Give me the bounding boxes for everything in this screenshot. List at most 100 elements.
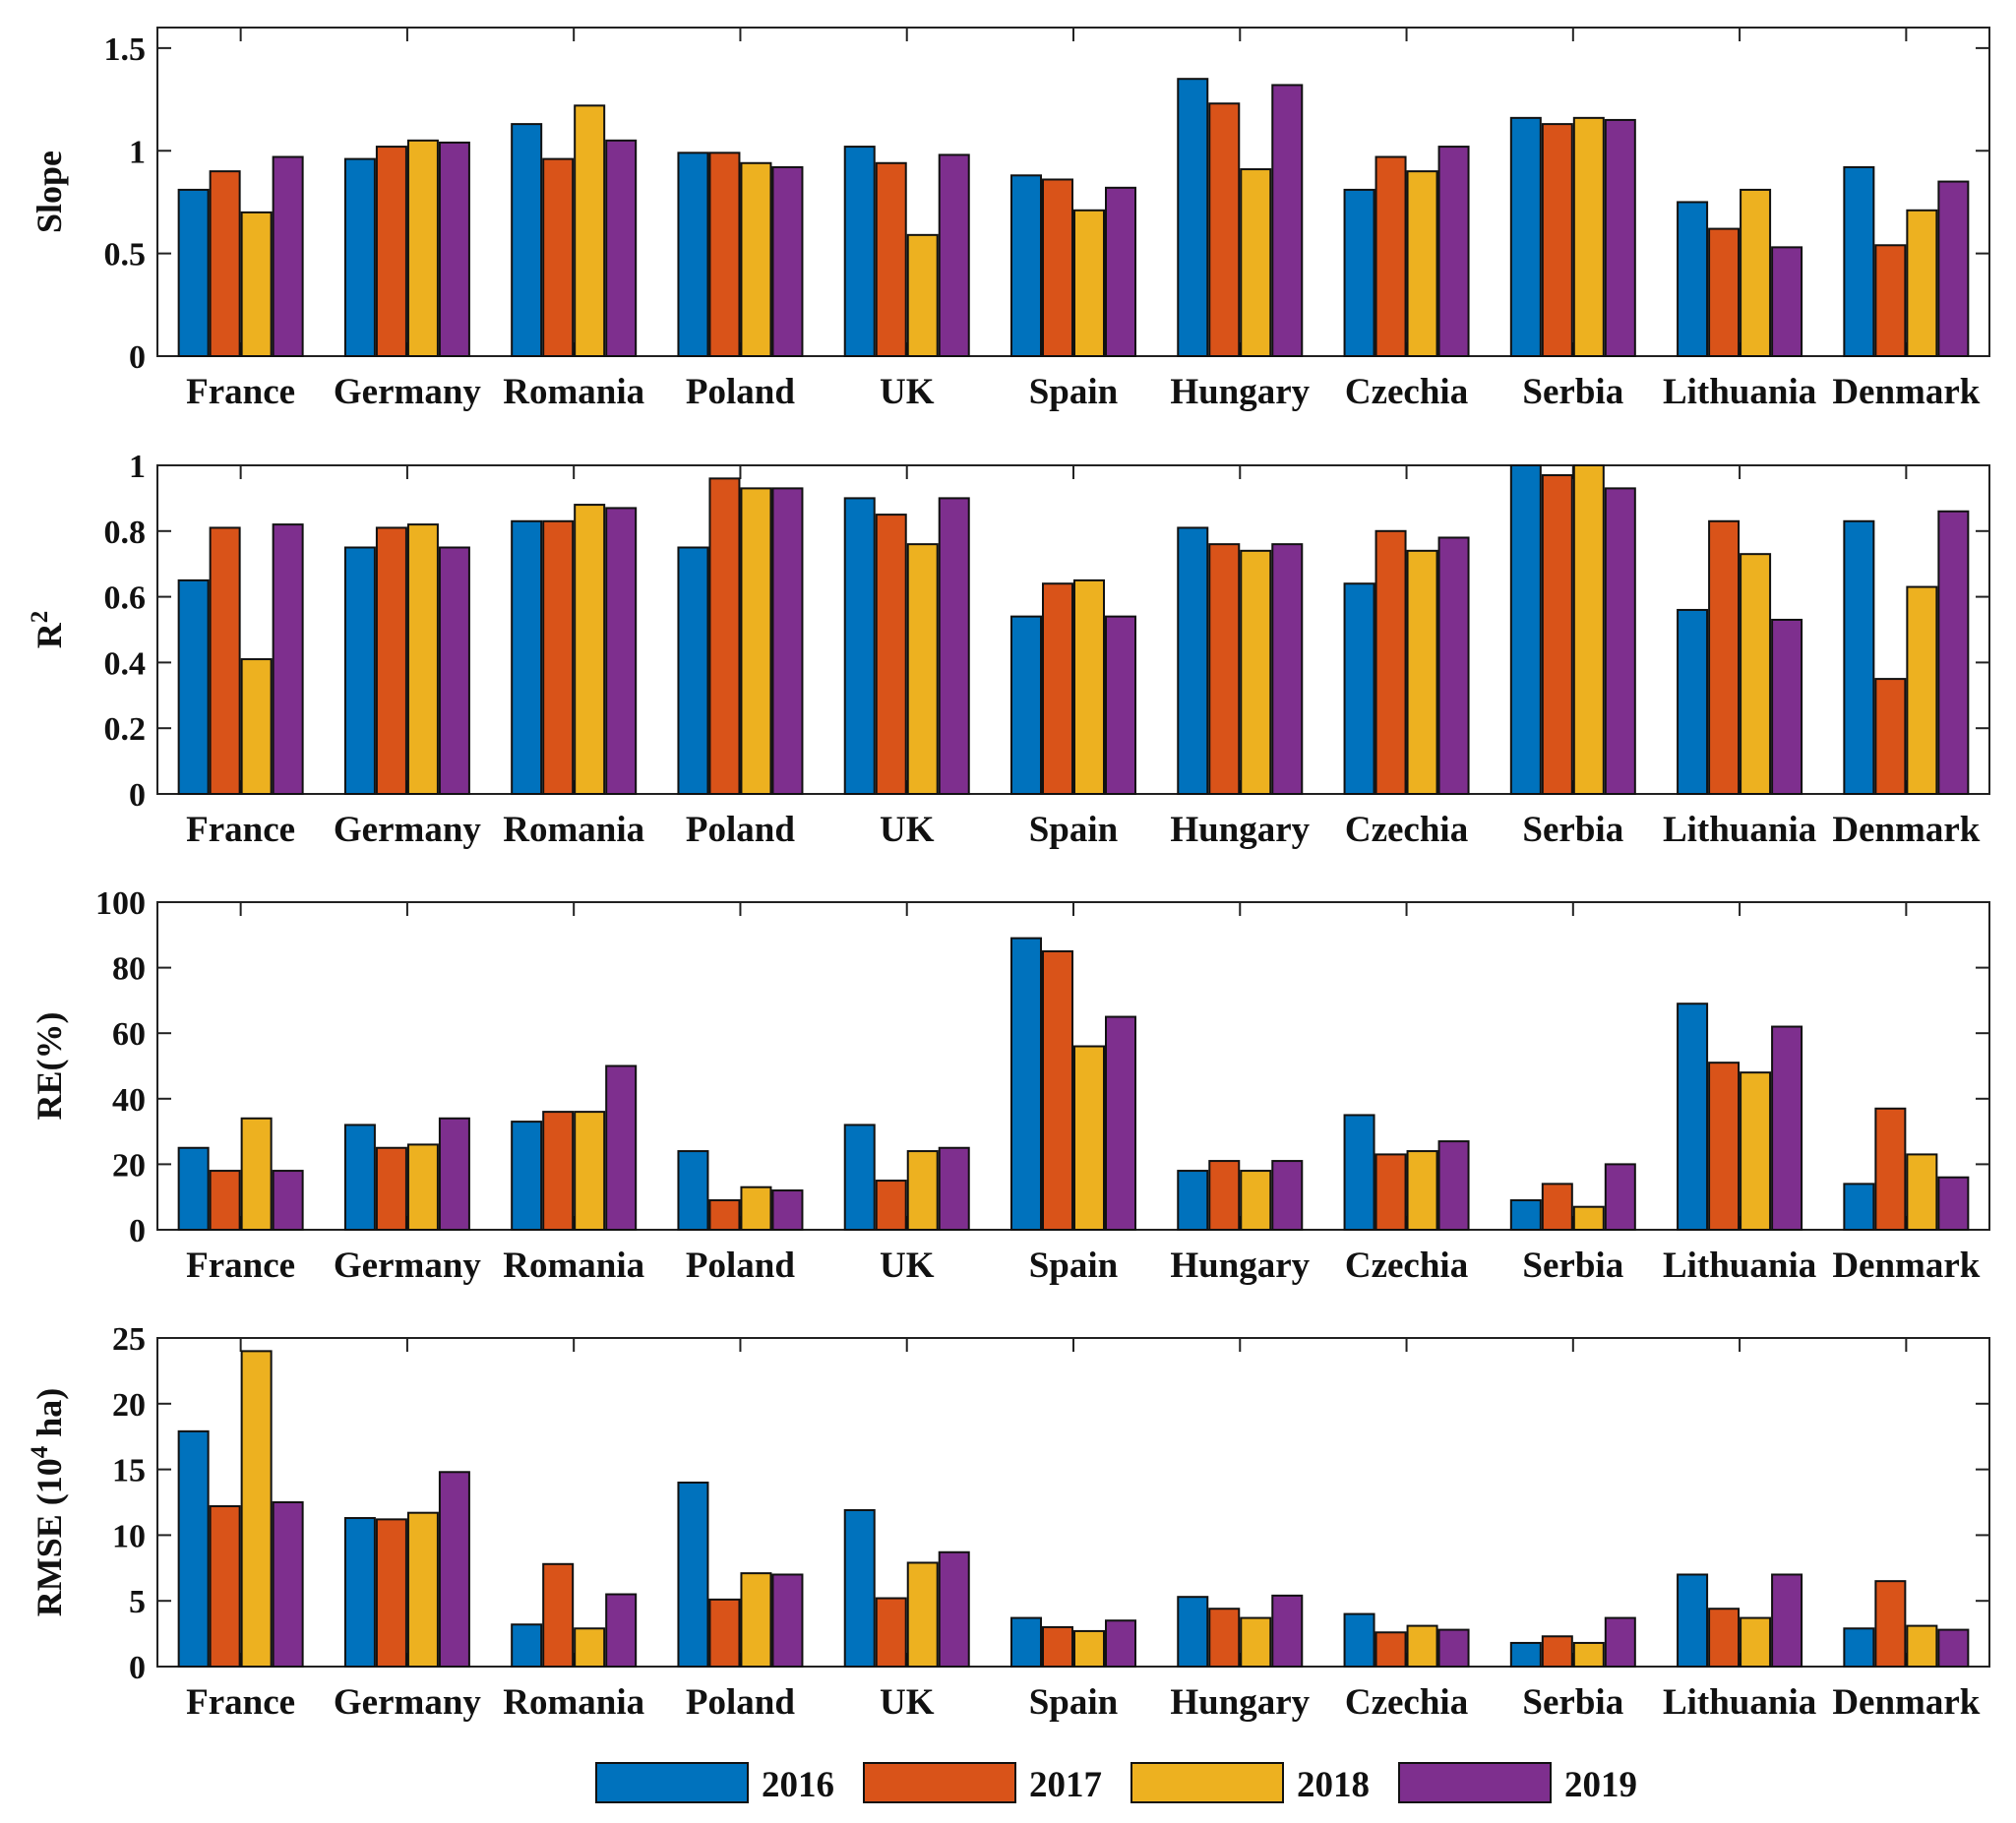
panel-r2: 0 0.2 0.4 0.6 0.8 1 France Germany Romania Poland…	[27, 449, 1990, 850]
bar-rmse-germany-2019	[438, 1471, 470, 1668]
bar-re-serbia-2016	[1509, 1199, 1542, 1232]
bar-rmse-serbia-2019	[1604, 1616, 1636, 1668]
x-category-label: Germany	[334, 372, 482, 412]
bar-r2-denmark-2019	[1937, 510, 1970, 795]
bar-r2-poland-2018	[740, 487, 772, 795]
bar-re-spain-2019	[1105, 1015, 1136, 1232]
x-category-label: Lithuania	[1663, 1682, 1816, 1723]
y-tick-label: 0	[129, 777, 146, 814]
bar-slope-uk-2019	[938, 153, 970, 357]
x-category-label: Germany	[334, 1682, 482, 1723]
bar-re-spain-2016	[1010, 937, 1042, 1231]
y-tick-label: 60	[112, 1016, 146, 1053]
bar-re-spain-2018	[1073, 1045, 1105, 1232]
bar-re-czechia-2018	[1406, 1150, 1438, 1231]
y-axis-label-text: RMSE (10	[30, 1458, 69, 1616]
bar-rmse-spain-2016	[1010, 1616, 1042, 1668]
bar-re-lithuania-2016	[1677, 1003, 1709, 1231]
x-category-label: Lithuania	[1663, 1246, 1816, 1286]
bar-r2-uk-2019	[938, 497, 970, 795]
bar-rmse-romania-2019	[605, 1593, 638, 1669]
bar-slope-serbia-2019	[1604, 118, 1636, 357]
bar-r2-lithuania-2019	[1771, 618, 1803, 795]
bar-slope-lithuania-2016	[1677, 201, 1709, 357]
bar-rmse-france-2018	[240, 1350, 273, 1668]
bar-re-france-2019	[272, 1170, 304, 1232]
bar-re-france-2016	[177, 1146, 210, 1231]
bar-r2-serbia-2019	[1604, 487, 1636, 795]
x-category-label: Hungary	[1170, 1246, 1310, 1286]
bar-slope-denmark-2019	[1937, 180, 1970, 357]
bar-rmse-romania-2016	[511, 1623, 543, 1669]
x-category-label: Poland	[686, 810, 795, 850]
bar-rmse-hungary-2018	[1240, 1616, 1272, 1668]
bar-r2-germany-2016	[343, 546, 376, 795]
bar-rmse-czechia-2019	[1437, 1628, 1470, 1669]
x-category-label: Romania	[503, 372, 644, 412]
bar-re-poland-2019	[771, 1189, 804, 1232]
bar-re-germany-2018	[406, 1143, 439, 1232]
bar-rmse-hungary-2016	[1177, 1596, 1209, 1669]
bar-slope-germany-2018	[406, 139, 439, 357]
bar-rmse-czechia-2018	[1406, 1624, 1438, 1668]
x-category-label: Romania	[503, 1682, 644, 1723]
bar-r2-czechia-2018	[1406, 549, 1438, 796]
x-category-label: Lithuania	[1663, 810, 1816, 850]
x-category-label: Hungary	[1170, 372, 1310, 412]
bar-slope-germany-2017	[375, 146, 407, 357]
x-category-label: Czechia	[1345, 1682, 1468, 1723]
bar-slope-france-2016	[177, 188, 210, 357]
bar-re-denmark-2019	[1937, 1176, 1970, 1231]
bar-slope-hungary-2019	[1271, 84, 1304, 357]
y-axis-label-superscript: 4	[27, 1445, 53, 1458]
bar-r2-spain-2018	[1073, 578, 1105, 796]
x-category-label: Germany	[334, 810, 482, 850]
bar-slope-uk-2018	[906, 233, 939, 357]
bar-r2-poland-2017	[708, 477, 741, 795]
y-tick-label: 1	[129, 134, 146, 170]
bar-r2-czechia-2016	[1343, 582, 1375, 795]
bar-re-poland-2017	[708, 1199, 741, 1232]
bar-rmse-lithuania-2017	[1708, 1608, 1741, 1668]
legend-label-2016: 2016	[762, 1765, 834, 1805]
bar-rmse-spain-2019	[1105, 1619, 1136, 1668]
bar-rmse-denmark-2017	[1874, 1580, 1907, 1669]
bar-rmse-denmark-2019	[1937, 1628, 1970, 1669]
bar-r2-france-2017	[209, 526, 241, 796]
bar-rmse-poland-2019	[771, 1573, 804, 1668]
y-tick-label: 0.6	[104, 580, 147, 617]
bar-re-hungary-2018	[1240, 1170, 1272, 1232]
bar-re-germany-2017	[375, 1146, 407, 1231]
x-category-label: Czechia	[1345, 372, 1468, 412]
bar-slope-hungary-2016	[1177, 78, 1209, 357]
x-category-label: Spain	[1029, 1682, 1119, 1723]
legend-swatch-2016	[595, 1762, 749, 1803]
y-tick-label: 25	[112, 1321, 146, 1358]
bar-rmse-uk-2018	[906, 1561, 939, 1669]
bar-r2-denmark-2016	[1843, 519, 1875, 796]
bar-re-romania-2018	[574, 1111, 606, 1231]
x-category-label: Hungary	[1170, 1682, 1310, 1723]
bar-slope-serbia-2016	[1509, 116, 1542, 357]
x-category-label: Poland	[686, 1246, 795, 1286]
bar-rmse-lithuania-2016	[1677, 1573, 1709, 1668]
bar-rmse-germany-2017	[375, 1518, 407, 1669]
x-category-label: Poland	[686, 372, 795, 412]
bar-re-spain-2017	[1042, 949, 1073, 1231]
panel-slope: 0 0.5 1 1.5 France Germany Romania Poland UK Spai…	[30, 27, 1990, 412]
bar-re-serbia-2017	[1541, 1183, 1573, 1232]
bar-rmse-uk-2016	[843, 1509, 876, 1668]
y-axis-label-text: R	[30, 622, 69, 648]
bar-rmse-spain-2018	[1073, 1629, 1105, 1668]
bar-rmse-poland-2016	[677, 1481, 709, 1668]
y-tick-label: 1.5	[104, 31, 147, 68]
bar-slope-uk-2017	[875, 161, 907, 357]
bar-re-czechia-2016	[1343, 1114, 1375, 1231]
bar-r2-serbia-2016	[1509, 464, 1542, 795]
bar-slope-spain-2016	[1010, 174, 1042, 357]
bar-re-romania-2019	[605, 1064, 638, 1231]
bar-slope-france-2017	[209, 170, 241, 357]
bar-slope-poland-2016	[677, 152, 709, 357]
bar-re-lithuania-2017	[1708, 1062, 1741, 1232]
x-category-label: Germany	[334, 1246, 482, 1286]
